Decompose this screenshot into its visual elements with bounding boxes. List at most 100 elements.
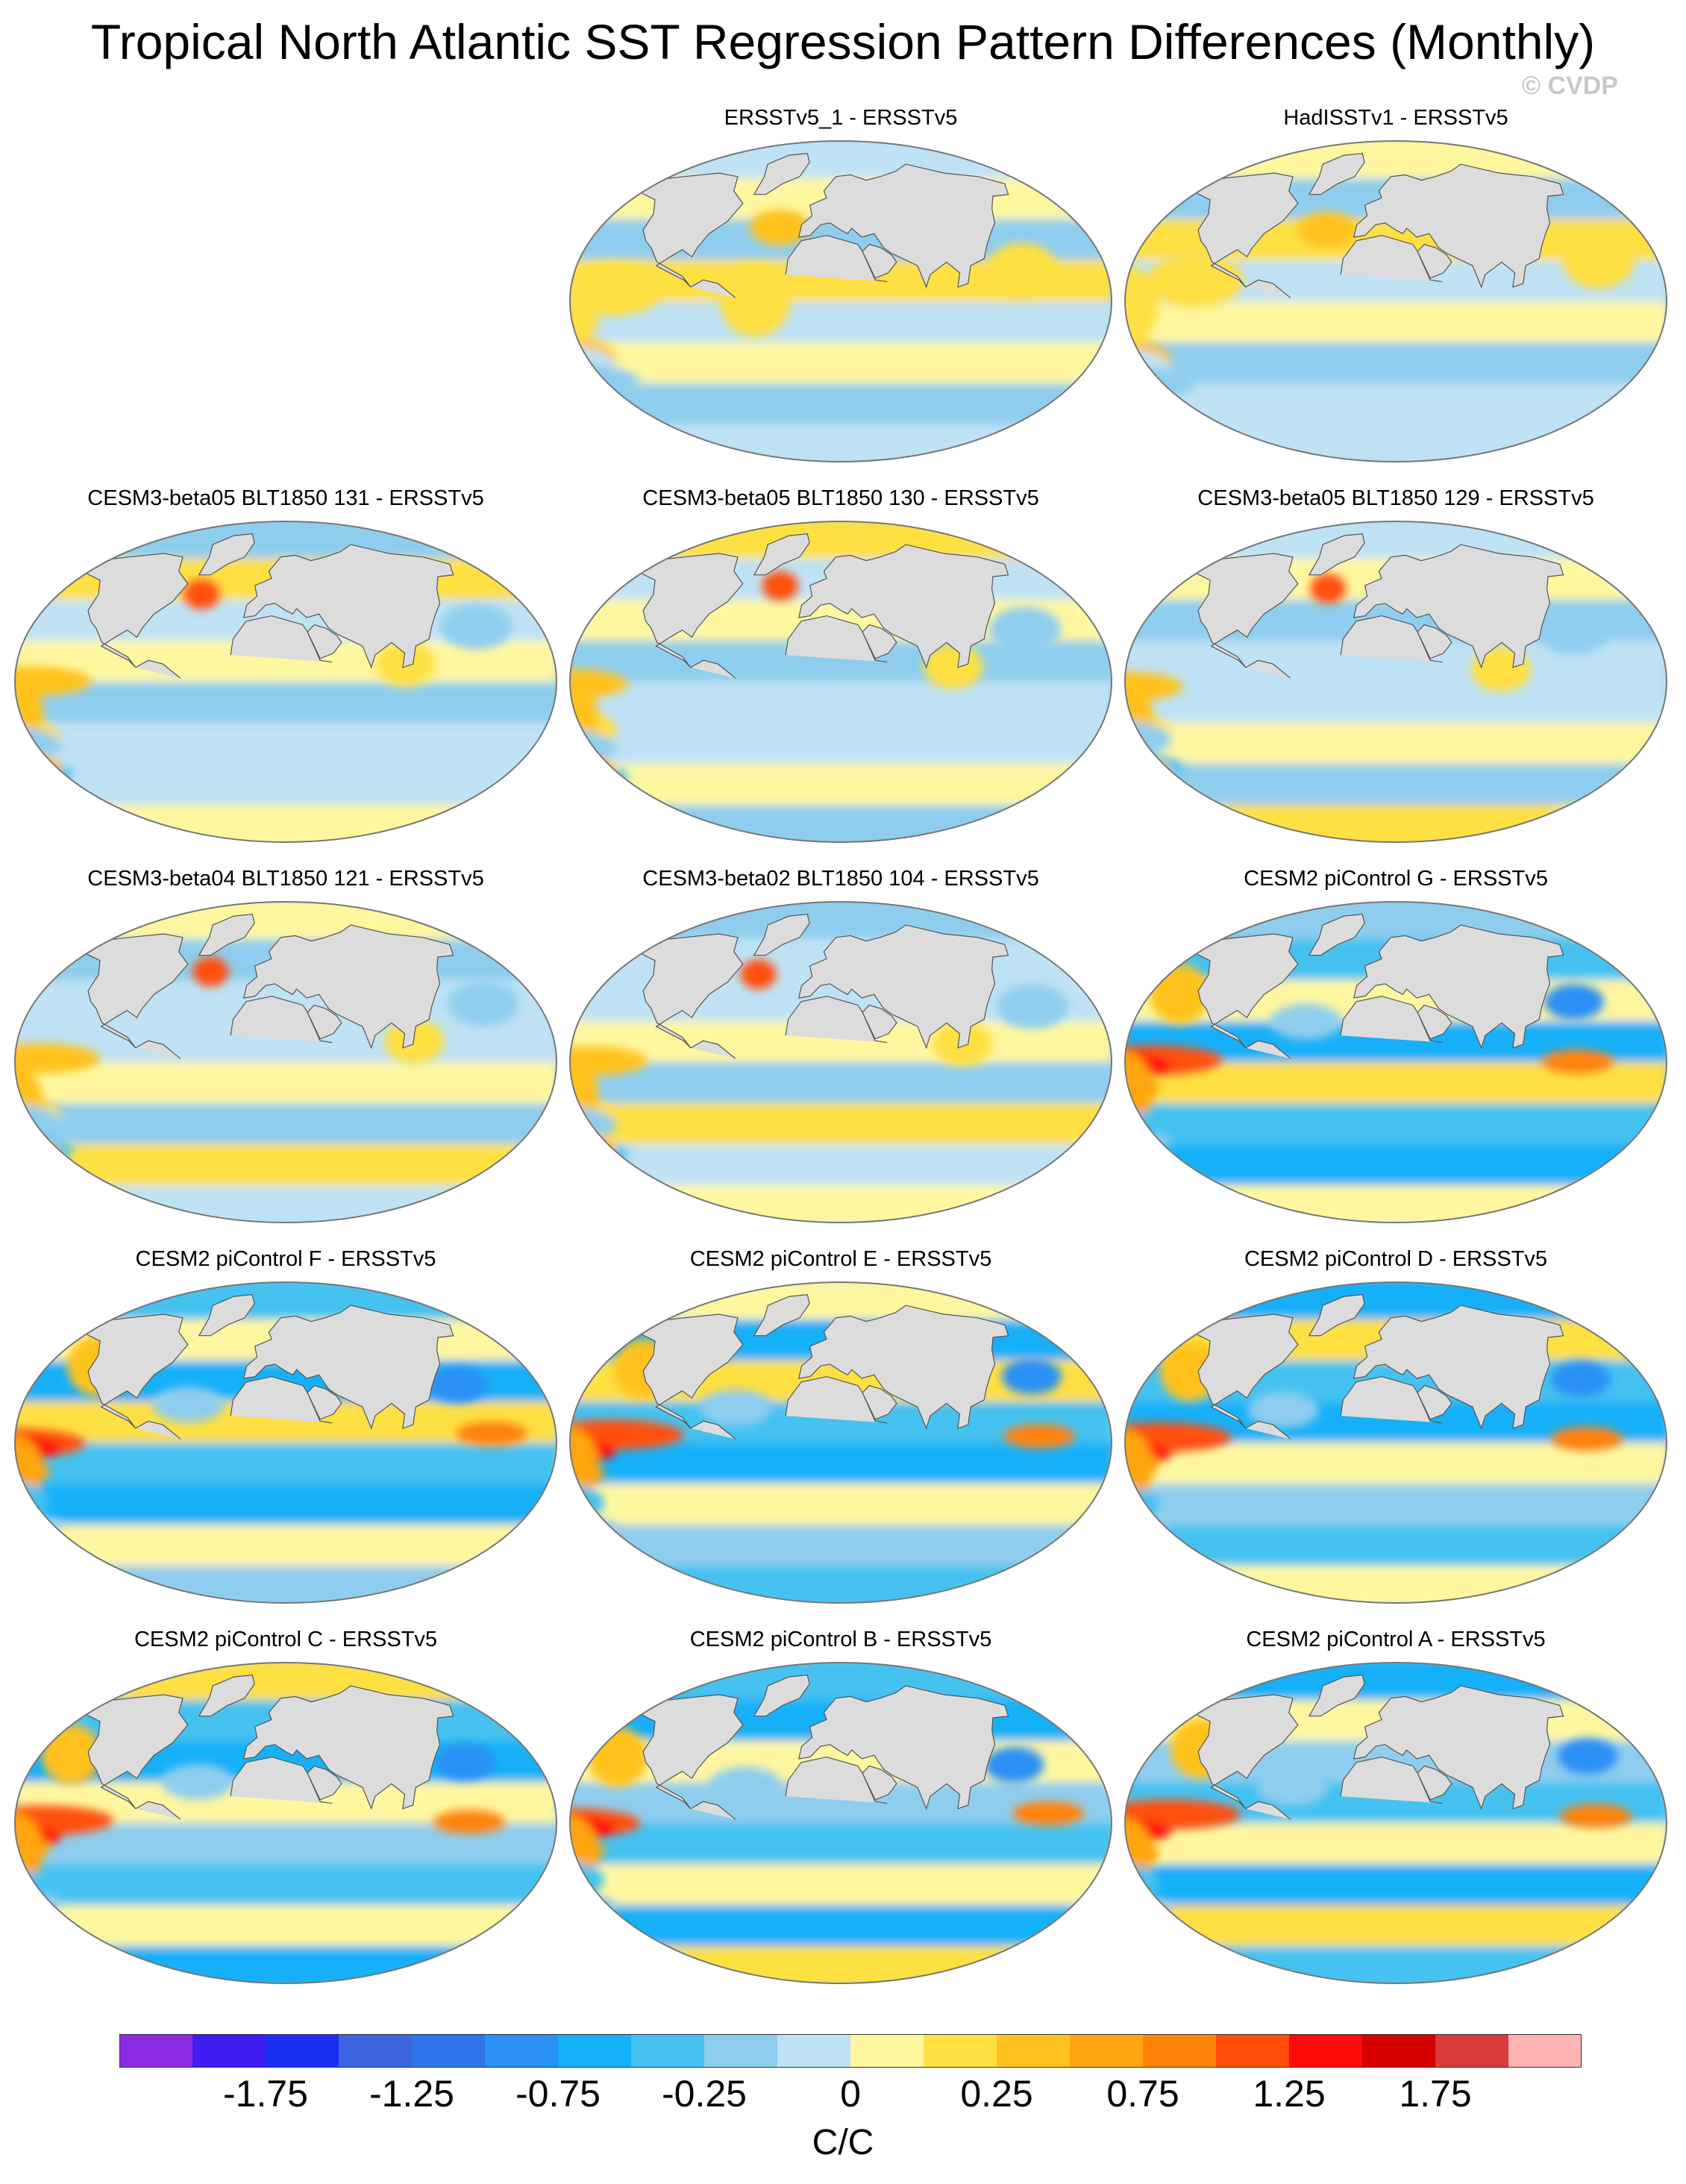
sst-anomaly	[1125, 671, 1183, 702]
sst-anomaly	[447, 981, 519, 1026]
sst-band	[570, 1946, 1112, 1983]
land-eurasia	[242, 1305, 454, 1430]
sst-band	[570, 424, 1112, 462]
map-outline	[14, 521, 557, 843]
land-north-america	[1189, 553, 1299, 668]
sst-band	[1125, 1864, 1667, 1907]
sst-band	[1125, 424, 1667, 462]
sst-anomaly	[162, 1764, 234, 1801]
map-svg	[14, 1662, 557, 1984]
land-arabia	[862, 243, 897, 279]
land-eurasia	[1353, 924, 1564, 1049]
panel-title: CESM3-beta05 BLT1850 130 - ERSSTv5	[642, 486, 1039, 510]
sst-anomaly	[1125, 1518, 1159, 1543]
map-panel: CESM3-beta05 BLT1850 130 - ERSSTv5	[568, 486, 1113, 847]
sst-band	[570, 521, 1112, 560]
sst-anomaly	[1125, 1422, 1232, 1453]
colorbar-box	[1508, 2034, 1582, 2068]
sst-band	[570, 1062, 1112, 1105]
land-greenland	[753, 533, 810, 576]
map-outline	[569, 901, 1112, 1223]
map-svg	[569, 901, 1112, 1223]
map-svg	[569, 1662, 1112, 1984]
sst-anomaly	[570, 1046, 648, 1076]
sst-band	[15, 723, 557, 765]
land-africa	[785, 615, 888, 663]
sst-band	[15, 1185, 557, 1223]
sst-anomaly	[1003, 1424, 1076, 1449]
land-arabia	[307, 1384, 342, 1420]
colorbar-box	[631, 2034, 705, 2068]
map-svg	[14, 521, 557, 843]
land-africa	[230, 995, 333, 1044]
map-svg	[1124, 1281, 1667, 1604]
land-greenland	[1308, 533, 1365, 576]
colorbar-box	[1289, 2034, 1363, 2068]
sst-anomaly	[15, 1805, 114, 1836]
map-svg	[569, 140, 1112, 462]
sst-anomaly	[384, 1018, 445, 1064]
sst-anomaly	[740, 959, 777, 990]
colorbar-box	[339, 2034, 413, 2068]
panel-title: CESM3-beta05 BLT1850 131 - ERSSTv5	[87, 486, 484, 510]
sst-anomaly	[1125, 301, 1153, 346]
sst-band	[1125, 1103, 1667, 1146]
land-africa	[785, 1756, 888, 1804]
sst-band	[1125, 764, 1667, 806]
watermark: © CVDP	[1522, 72, 1618, 100]
sst-anomaly	[1551, 1361, 1611, 1397]
colorbar-box	[412, 2034, 486, 2068]
sst-anomaly	[709, 1766, 781, 1803]
land-eurasia	[1353, 1685, 1564, 1810]
panel-title: CESM3-beta04 BLT1850 121 - ERSSTv5	[87, 867, 484, 891]
sst-anomaly	[41, 1725, 101, 1785]
land-south-america	[1245, 1420, 1291, 1440]
land-greenland	[198, 533, 255, 576]
sst-band	[1125, 682, 1667, 724]
sst-band	[1125, 1663, 1667, 1701]
sst-anomaly	[984, 1747, 1044, 1783]
map-outline	[569, 1281, 1112, 1604]
sst-anomaly	[1310, 574, 1347, 604]
land-north-america	[79, 553, 189, 668]
land-north-america	[634, 1694, 744, 1810]
land-eurasia	[242, 544, 454, 669]
map-panel: CESM3-beta04 BLT1850 121 - ERSSTv5	[13, 867, 558, 1228]
colorbar-tick-label: 0.75	[1106, 2073, 1179, 2115]
sst-anomaly	[570, 1526, 604, 1551]
sst-anomaly	[570, 262, 664, 316]
sst-band	[1125, 902, 1667, 941]
sst-anomaly	[433, 1810, 506, 1834]
land-eurasia	[797, 163, 1009, 289]
sst-band	[570, 1144, 1112, 1187]
sst-anomaly	[1012, 1801, 1085, 1826]
sst-band	[1125, 1144, 1667, 1187]
sst-band	[570, 1905, 1112, 1948]
colorbar-box	[1070, 2034, 1144, 2068]
sst-band	[570, 902, 1112, 941]
land-south-america	[135, 1801, 181, 1820]
map-outline	[569, 521, 1112, 843]
sst-band	[15, 1103, 557, 1146]
sst-anomaly	[719, 262, 792, 337]
land-greenland	[753, 914, 810, 956]
map-panel: CESM2 piControl A - ERSSTv5	[1124, 1628, 1668, 1989]
map-outline	[569, 1662, 1112, 1984]
colorbar-box	[119, 2034, 193, 2068]
sst-anomaly	[1542, 1049, 1614, 1074]
sst-band	[1125, 1282, 1667, 1321]
colorbar-box	[1435, 2034, 1509, 2068]
sst-anomaly	[15, 1523, 49, 1548]
map-panel: CESM2 piControl D - ERSSTv5	[1124, 1247, 1668, 1608]
sst-anomaly	[435, 1744, 495, 1780]
sst-anomaly	[570, 668, 628, 699]
sst-band	[1125, 301, 1667, 344]
colorbar-box	[192, 2034, 266, 2068]
sst-band	[1125, 1823, 1667, 1866]
colorbar-box	[924, 2034, 997, 2068]
land-africa	[230, 1375, 333, 1424]
sst-band	[570, 1443, 1112, 1485]
land-greenland	[1308, 1294, 1365, 1337]
map-svg	[14, 1281, 557, 1604]
land-eurasia	[242, 1685, 454, 1810]
